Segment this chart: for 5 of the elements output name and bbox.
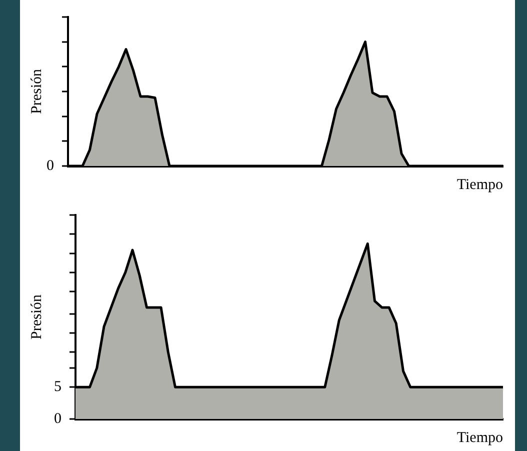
x-axis-title: Tiempo	[456, 430, 503, 446]
y-axis-title: Presión	[28, 68, 45, 114]
y-axis-title: Presión	[28, 294, 45, 340]
y-tick-label: 5	[54, 379, 62, 396]
x-axis-title: Tiempo	[456, 176, 503, 193]
